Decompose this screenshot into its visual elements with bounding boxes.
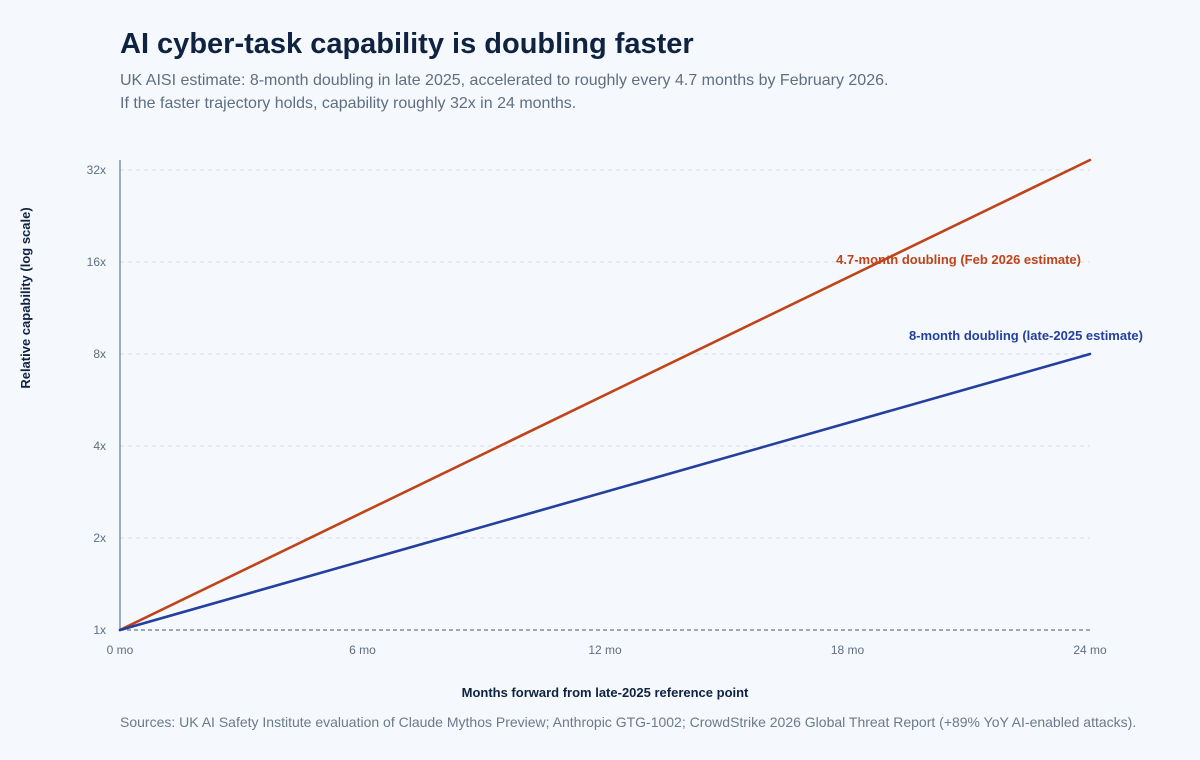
series-line [118, 158, 1092, 632]
y-tick-label: 1x [93, 623, 106, 637]
y-tick-label: 4x [93, 439, 106, 453]
x-tick-label: 0 mo [107, 643, 134, 657]
series-line [118, 352, 1092, 632]
series-lines [118, 158, 1092, 632]
chart-title: AI cyber-task capability is doubling fas… [120, 28, 694, 60]
chart-subtitle-line-2: If the faster trajectory holds, capabili… [120, 95, 577, 112]
x-tick-label: 18 mo [831, 643, 865, 657]
chart-subtitle-line-1: UK AISI estimate: 8-month doubling in la… [120, 72, 889, 89]
y-axis-title: Relative capability (log scale) [18, 207, 33, 388]
y-tick-label: 32x [87, 163, 106, 177]
y-tick-label: 8x [93, 347, 106, 361]
x-tick-label: 6 mo [349, 643, 376, 657]
series-label: 8-month doubling (late-2025 estimate) [909, 328, 1143, 343]
axes [119, 160, 1090, 631]
x-axis-title: Months forward from late-2025 reference … [462, 685, 749, 700]
y-tick-label: 16x [87, 255, 106, 269]
y-tick-labels: 1x 2x 4x 8x 16x 32x [87, 163, 106, 637]
x-tick-labels: 0 mo 6 mo 12 mo 18 mo 24 mo [107, 643, 1107, 657]
series-labels: 4.7-month doubling (Feb 2026 estimate) 8-… [836, 252, 1143, 343]
x-tick-label: 12 mo [588, 643, 622, 657]
gridlines [120, 169, 1090, 539]
sources-note: Sources: UK AI Safety Institute evaluati… [120, 714, 1137, 730]
x-tick-label: 24 mo [1073, 643, 1107, 657]
series-label: 4.7-month doubling (Feb 2026 estimate) [836, 252, 1081, 267]
y-tick-label: 2x [93, 531, 106, 545]
